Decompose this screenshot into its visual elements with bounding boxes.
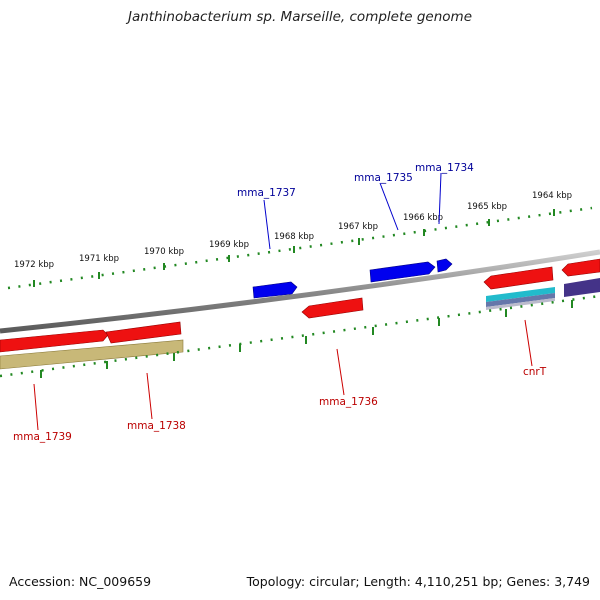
gene-label-mma-1734: mma_1734 — [415, 162, 474, 174]
forward-tick-track — [7, 206, 593, 290]
scale-label: 1970 kbp — [144, 247, 184, 257]
gene-labels: mma_1737 mma_1735 mma_1734 mma_1739 mma_… — [13, 162, 547, 443]
scale-label: 1968 kbp — [274, 232, 314, 242]
scale-label: 1967 kbp — [338, 222, 378, 232]
leader-lines — [33, 172, 533, 431]
scale-label: 1965 kbp — [467, 202, 507, 212]
gene-mma-1735 — [369, 261, 436, 283]
gene-mma-1739 — [0, 329, 109, 353]
scale-labels: 1972 kbp 1971 kbp 1970 kbp 1969 kbp 1968… — [14, 191, 572, 270]
gene-label-mma-1739: mma_1739 — [13, 431, 72, 443]
reverse-tick-track — [0, 294, 600, 378]
feature-bar-navy — [564, 278, 600, 297]
feature-bar-grey — [486, 298, 555, 310]
major-ticks-forward — [33, 209, 555, 287]
gene-mma-1734 — [436, 258, 453, 273]
scale-label: 1964 kbp — [532, 191, 572, 201]
gene-label-mma-1736: mma_1736 — [319, 396, 378, 408]
gene-label-mma-1735: mma_1735 — [354, 172, 413, 184]
major-ticks-reverse — [40, 300, 573, 378]
accession-label: Accession: NC_009659 — [9, 574, 152, 589]
scale-label: 1969 kbp — [209, 240, 249, 250]
gene-partial-right — [561, 258, 600, 277]
genome-backbone — [0, 249, 600, 334]
reverse-genes — [0, 258, 600, 353]
gene-label-cnrt: cnrT — [523, 366, 547, 378]
feature-bar-cyan — [486, 287, 555, 302]
scale-label: 1972 kbp — [14, 260, 54, 270]
gene-mma-1738 — [105, 321, 182, 344]
genome-summary: Topology: circular; Length: 4,110,251 bp… — [246, 574, 590, 589]
feature-bar-olive — [0, 339, 184, 370]
map-title: Janthinobacterium sp. Marseille, complet… — [127, 9, 473, 25]
scale-label: 1966 kbp — [403, 213, 443, 223]
gene-mma-1736 — [301, 297, 364, 319]
forward-genes — [252, 258, 453, 299]
feature-bar-steel — [486, 293, 555, 307]
scale-label: 1971 kbp — [79, 254, 119, 264]
feature-bars — [0, 278, 600, 370]
gene-label-mma-1738: mma_1738 — [127, 420, 186, 432]
gene-cnrt — [483, 266, 554, 290]
gene-label-mma-1737: mma_1737 — [237, 187, 296, 199]
gene-mma-1737 — [252, 281, 298, 299]
